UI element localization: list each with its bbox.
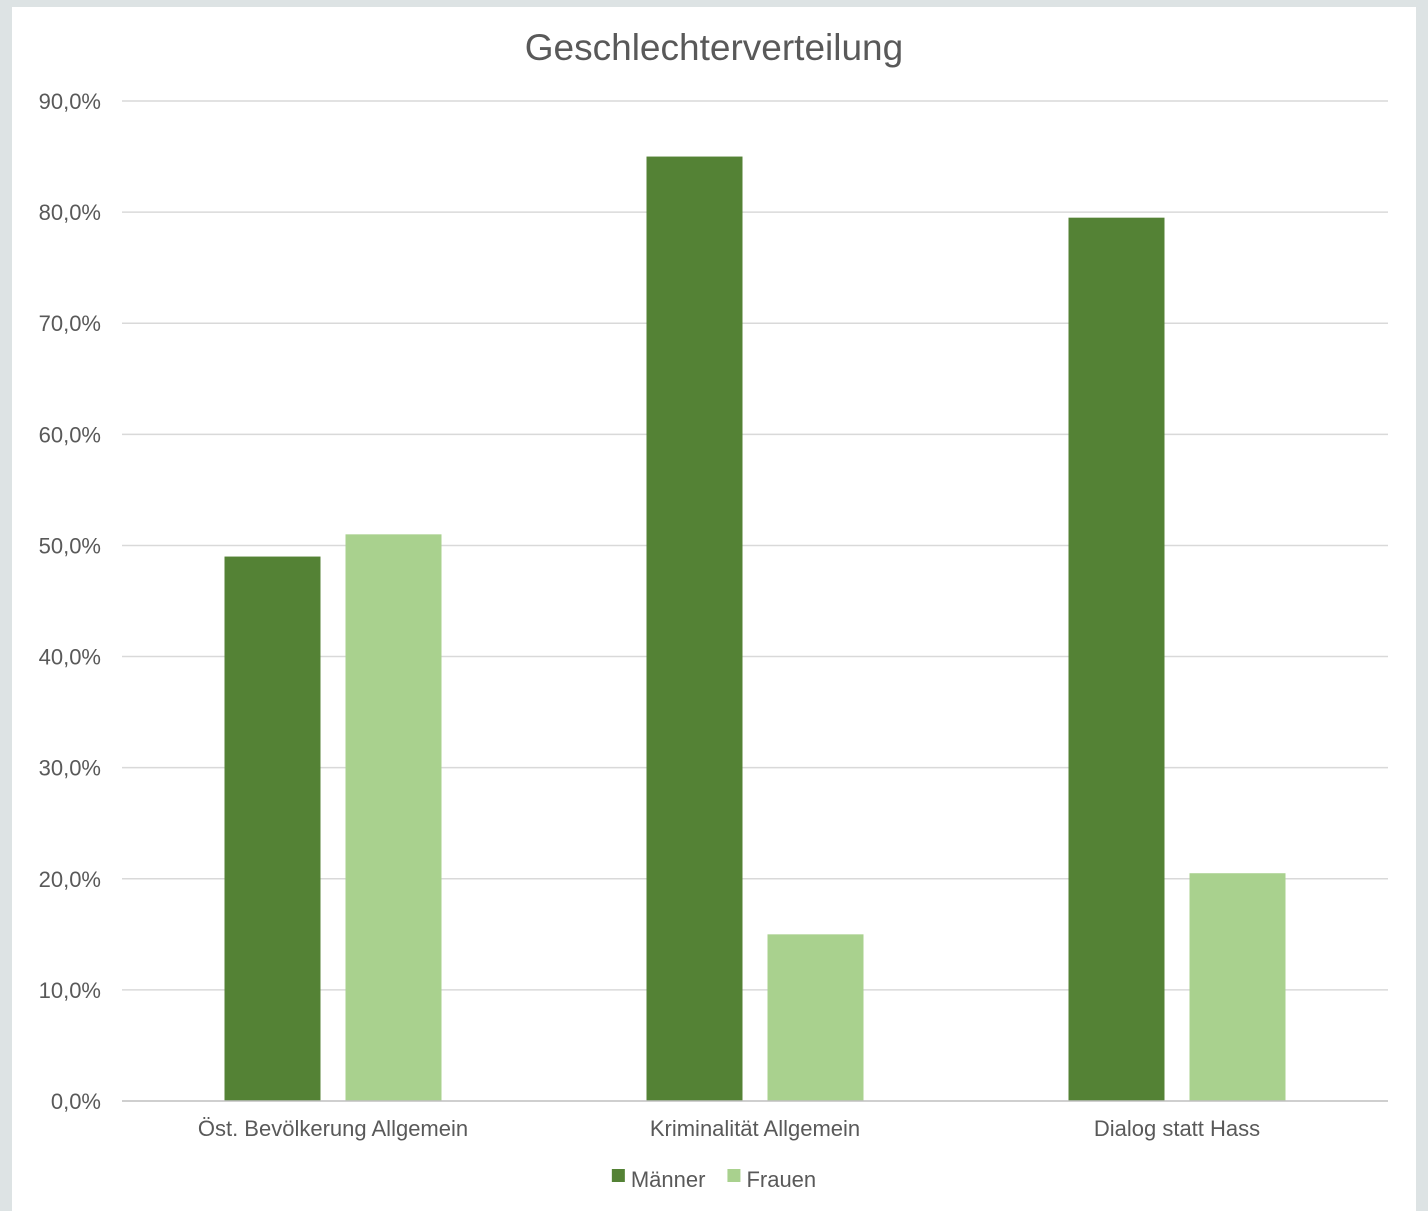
bar-chart: Geschlechterverteilung 0,0% 10,0% 20,0% 30,…: [39, 27, 1388, 1192]
bar-maenner: [224, 556, 321, 1101]
x-category-label: Öst. Bevölkerung Allgemein: [198, 1116, 468, 1141]
bar-maenner: [646, 156, 743, 1102]
legend-swatch-maenner: [611, 1169, 625, 1182]
legend-label-maenner: Männer: [631, 1167, 706, 1192]
y-tick-label: 0,0%: [51, 1089, 101, 1114]
legend: Männer Frauen: [611, 1167, 816, 1192]
y-tick-label: 30,0%: [39, 756, 101, 781]
y-tick-label: 70,0%: [39, 311, 101, 336]
bar-frauen: [767, 934, 864, 1101]
legend-label-frauen: Frauen: [746, 1167, 816, 1192]
y-tick-label: 10,0%: [39, 978, 101, 1003]
x-category-label: Dialog statt Hass: [1094, 1116, 1260, 1141]
gridlines: [122, 100, 1388, 991]
y-tick-label: 80,0%: [39, 200, 101, 225]
bar-frauen: [345, 534, 442, 1101]
bars: [224, 156, 1286, 1102]
y-tick-label: 40,0%: [39, 645, 101, 670]
x-axis-category-labels: Öst. Bevölkerung Allgemein Kriminalität A…: [198, 1116, 1260, 1141]
chart-title: Geschlechterverteilung: [525, 27, 903, 68]
x-category-label: Kriminalität Allgemein: [650, 1116, 860, 1141]
y-tick-label: 60,0%: [39, 422, 101, 447]
bar-frauen: [1189, 873, 1286, 1101]
y-tick-label: 20,0%: [39, 867, 101, 892]
y-axis-tick-labels: 0,0% 10,0% 20,0% 30,0% 40,0% 50,0% 60,0% 70,0% 8…: [39, 89, 101, 1114]
y-tick-label: 50,0%: [39, 533, 101, 558]
bar-maenner: [1068, 217, 1165, 1101]
legend-swatch-frauen: [727, 1169, 741, 1182]
y-tick-label: 90,0%: [39, 89, 101, 114]
chart-card: Geschlechterverteilung 0,0% 10,0% 20,0% 30,…: [12, 7, 1416, 1211]
